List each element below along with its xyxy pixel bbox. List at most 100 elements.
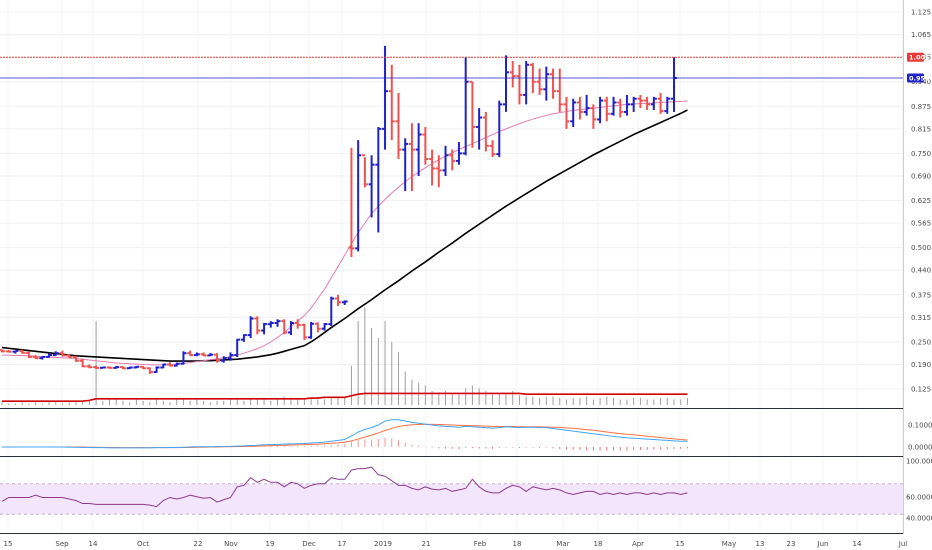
macd-histogram-bar <box>518 447 520 448</box>
ohlc-bar <box>597 96 604 124</box>
macd-histogram-bar <box>303 445 305 447</box>
volume-bar <box>229 399 231 405</box>
volume-bar <box>28 403 30 405</box>
volume-bar <box>424 385 426 405</box>
macd-histogram-bar <box>653 447 655 450</box>
ohlc-bar <box>617 98 624 118</box>
volume-bar <box>8 403 10 405</box>
macd-histogram-bar <box>270 445 272 447</box>
macd-histogram-bar <box>344 444 346 447</box>
time-tick-label: Jul <box>898 540 908 548</box>
ohlc-bar <box>287 321 294 336</box>
volume-bar <box>572 398 574 405</box>
volume-bar <box>95 321 97 405</box>
price-tick-label: 0.690 <box>911 172 931 180</box>
ohlc-bar <box>12 349 19 354</box>
volume-bar <box>290 399 292 405</box>
volume-bar <box>149 402 151 405</box>
macd-histogram-bar <box>539 447 541 448</box>
volume-bar <box>129 402 131 405</box>
ohlc-bar <box>623 94 630 116</box>
ohlc-bar <box>160 363 167 369</box>
volume-bar <box>35 402 37 405</box>
price-tick-label: 0.250 <box>911 338 931 346</box>
volume-bar <box>277 399 279 405</box>
macd-histogram-bar <box>579 447 581 451</box>
volume-bar <box>1 402 3 405</box>
ohlc-bar <box>5 350 12 353</box>
volume-ma-layer <box>2 392 688 402</box>
volume-bar <box>539 398 541 405</box>
volume-bar <box>256 398 258 405</box>
rsi-pane <box>0 466 903 515</box>
price-tick-label: 0.375 <box>911 291 931 299</box>
ohlc-bar <box>66 353 73 358</box>
macd-histogram-bar <box>592 447 594 451</box>
ohlc-bar <box>227 352 234 361</box>
volume-bar <box>122 400 124 405</box>
volume-bar <box>451 393 453 405</box>
ohlc-bar <box>335 294 341 307</box>
rsi-tick-label: 100.0000 <box>906 458 932 466</box>
macd-line <box>2 419 688 449</box>
macd-histogram-bar <box>263 445 265 447</box>
volume-bar <box>559 398 561 405</box>
price-axis-bg <box>904 0 932 534</box>
macd-histogram-bar <box>411 444 413 447</box>
volume-bar <box>357 321 359 405</box>
macd-histogram-bar <box>666 447 668 450</box>
volume-bar <box>626 399 628 405</box>
macd-histogram-bar <box>364 439 366 447</box>
macd-histogram-bar <box>324 445 326 447</box>
volume-bar <box>102 400 104 405</box>
macd-histogram-bar <box>559 447 561 449</box>
volume-bar <box>565 399 567 405</box>
ohlc-bar <box>570 98 577 127</box>
macd-histogram-bar <box>445 447 447 449</box>
macd-histogram-bar <box>505 447 507 448</box>
macd-histogram-bar <box>384 437 386 447</box>
macd-histogram-bar <box>680 447 682 449</box>
ohlc-bar <box>39 355 46 360</box>
ohlc-bar <box>167 362 173 367</box>
price-tick-label: 0.875 <box>911 103 931 111</box>
macd-histogram-bar <box>633 447 635 451</box>
price-tick-label: 1.065 <box>911 31 931 39</box>
ohlc-bar <box>254 316 261 335</box>
ohlc-bar <box>664 96 671 114</box>
macd-histogram-bar <box>297 445 299 447</box>
ohlc-bar <box>509 61 516 88</box>
ohlc-bar <box>214 353 221 363</box>
ohlc-bar <box>133 365 140 369</box>
volume-ma-line <box>2 392 688 402</box>
time-tick-label: Jun <box>817 540 829 548</box>
macd-histogram-bar <box>545 447 547 448</box>
ma-long-line <box>1 109 688 362</box>
ohlc-bar <box>476 108 483 150</box>
macd-histogram-bar <box>626 447 628 451</box>
macd-tick-label: 0.0000 <box>908 444 932 452</box>
time-tick-label: Feb <box>474 540 487 548</box>
macd-histogram-bar <box>512 447 514 448</box>
ohlc-bar <box>106 366 113 369</box>
volume-bar <box>310 398 312 405</box>
ohlc-bar <box>348 147 355 258</box>
macd-histogram-bar <box>660 447 662 450</box>
time-tick-label: 2019 <box>374 540 392 548</box>
volume-bar <box>283 396 285 405</box>
macd-histogram-bar <box>619 447 621 451</box>
ohlc-bar <box>496 100 503 158</box>
macd-histogram-bar <box>485 447 487 449</box>
macd-histogram-bar <box>646 447 648 450</box>
volume-bar <box>485 391 487 405</box>
volume-bar <box>673 399 675 405</box>
ohlc-bar <box>52 351 59 357</box>
ohlc-bar <box>563 96 570 129</box>
time-tick-label: Sep <box>55 540 69 548</box>
volume-bar <box>498 393 500 405</box>
ohlc-bar <box>550 68 557 99</box>
ohlc-bar <box>382 45 389 150</box>
volume-bar <box>182 399 184 405</box>
volume-bar <box>660 398 662 405</box>
rsi-line <box>1 466 688 508</box>
